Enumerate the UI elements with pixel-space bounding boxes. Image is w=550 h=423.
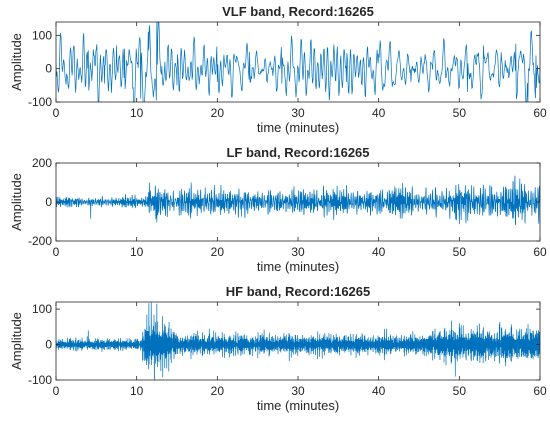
y-tick-label: 100 <box>32 302 52 316</box>
x-tick-label: 20 <box>211 384 225 398</box>
y-tick-label: -200 <box>28 234 52 248</box>
signal-line <box>56 22 540 102</box>
x-tick-label: 50 <box>453 106 467 120</box>
x-tick-label: 50 <box>453 245 467 259</box>
x-axis-label: time (minutes) <box>257 120 339 135</box>
y-tick-label: 0 <box>45 195 52 209</box>
x-tick-label: 30 <box>291 106 305 120</box>
y-axis-label: Amplitude <box>9 173 24 231</box>
x-tick-label: 50 <box>453 384 467 398</box>
x-tick-label: 40 <box>372 106 386 120</box>
x-tick-label: 0 <box>53 106 60 120</box>
x-tick-label: 0 <box>53 245 60 259</box>
signal-line <box>56 175 540 226</box>
x-tick-label: 20 <box>211 245 225 259</box>
x-tick-label: 60 <box>533 245 547 259</box>
x-tick-label: 40 <box>372 245 386 259</box>
x-tick-label: 30 <box>291 245 305 259</box>
x-tick-label: 10 <box>130 384 144 398</box>
chart-title: VLF band, Record:16265 <box>222 4 374 19</box>
x-tick-label: 60 <box>533 106 547 120</box>
y-tick-label: -100 <box>28 373 52 387</box>
x-tick-label: 10 <box>130 106 144 120</box>
y-tick-label: 200 <box>32 156 52 170</box>
plot-area <box>56 22 540 102</box>
y-tick-label: 0 <box>45 62 52 76</box>
chart-title: HF band, Record:16265 <box>226 284 371 299</box>
x-tick-label: 60 <box>533 384 547 398</box>
x-axis-label: time (minutes) <box>257 398 339 413</box>
x-tick-label: 0 <box>53 384 60 398</box>
y-axis-label: Amplitude <box>9 312 24 370</box>
y-tick-label: 100 <box>32 28 52 42</box>
chart-title: LF band, Record:16265 <box>226 145 369 160</box>
x-axis-label: time (minutes) <box>257 259 339 274</box>
x-tick-label: 10 <box>130 245 144 259</box>
x-tick-label: 40 <box>372 384 386 398</box>
x-tick-label: 30 <box>291 384 305 398</box>
signal-line <box>56 302 540 380</box>
x-tick-label: 20 <box>211 106 225 120</box>
y-tick-label: -100 <box>28 95 52 109</box>
y-axis-label: Amplitude <box>9 33 24 91</box>
y-tick-label: 0 <box>45 338 52 352</box>
